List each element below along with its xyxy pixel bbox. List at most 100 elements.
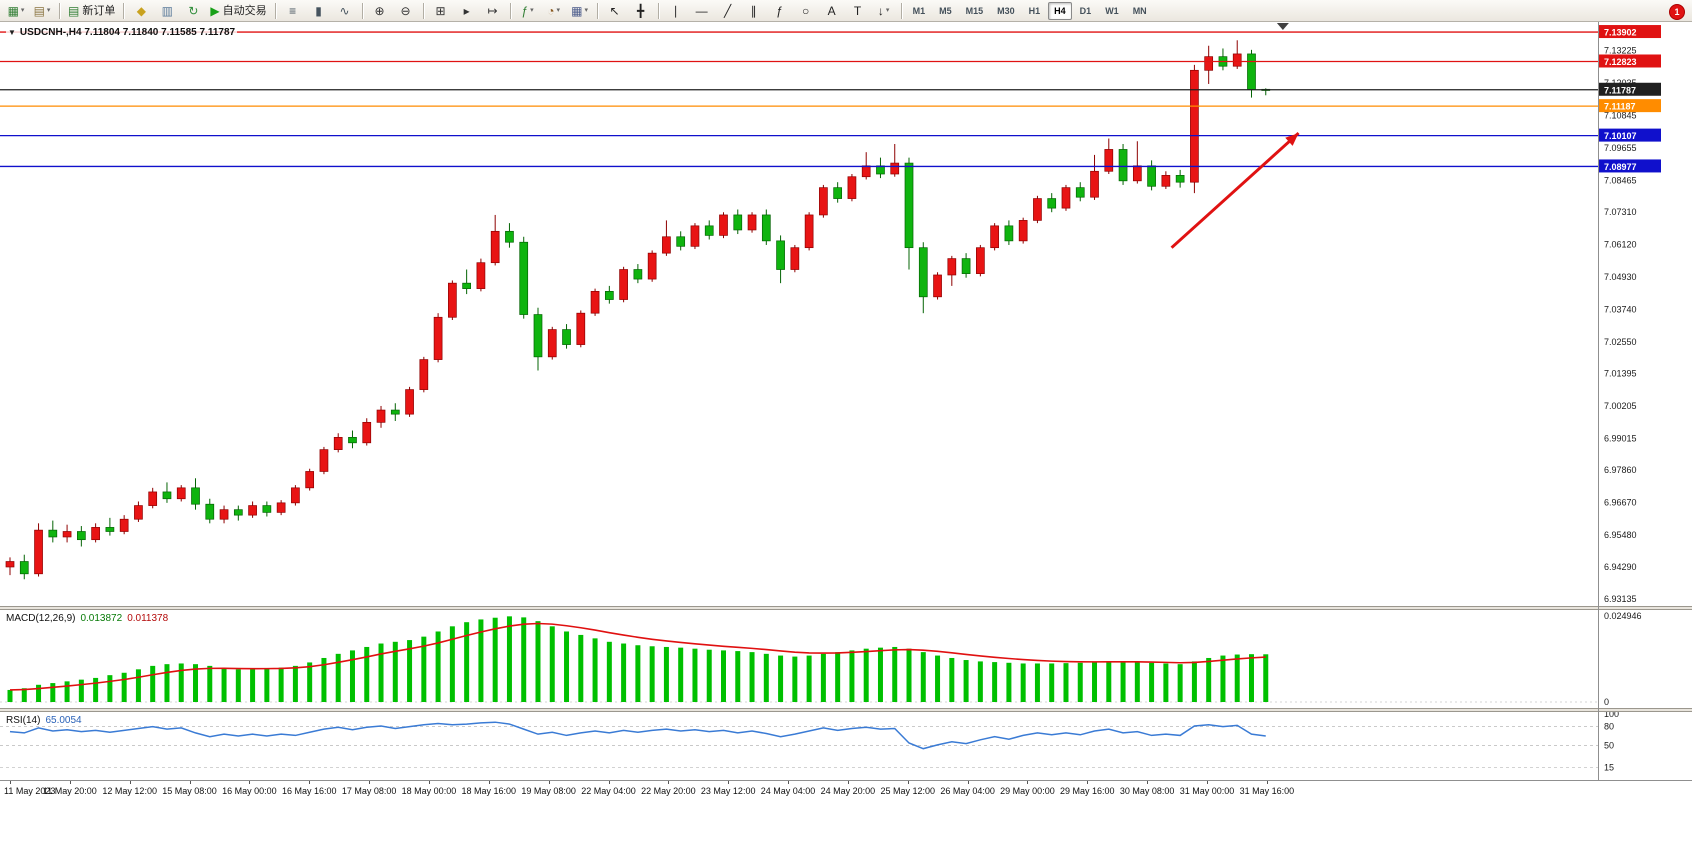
line-chart-button[interactable]: ∿ <box>333 1 357 21</box>
profiles-dropdown-icon[interactable]: ▾ <box>46 6 51 14</box>
indicators-button[interactable]: ƒ ▾ <box>516 1 540 21</box>
templates-button[interactable]: ▦ ▾ <box>568 1 592 21</box>
refresh-button[interactable]: ↻ <box>181 1 205 21</box>
svg-text:7.03740: 7.03740 <box>1604 304 1637 314</box>
shapes-icon: ○ <box>801 3 810 18</box>
periods-icon: ◔ <box>547 3 555 18</box>
time-tick <box>1027 781 1029 784</box>
toolbar-separator <box>422 2 424 19</box>
candles-layer <box>5 40 1271 580</box>
timeframe-m5-button[interactable]: M5 <box>939 5 952 16</box>
chart-shift-marker[interactable] <box>1276 23 1289 30</box>
toolbar-separator <box>274 2 276 19</box>
time-label: 29 May 00:00 <box>1000 786 1055 796</box>
time-label: 16 May 16:00 <box>281 786 337 796</box>
new-chart-button[interactable]: ▦ ▾ <box>4 1 28 21</box>
time-label: 22 May 04:00 <box>581 786 636 796</box>
resistance-line-1-tag <box>1599 25 1661 39</box>
macd-canvas[interactable]: 0.024946 0 <box>0 610 1692 708</box>
horizontal-line-icon: ― <box>695 3 708 18</box>
time-label: 29 May 16:00 <box>1060 786 1115 796</box>
bar-chart-button[interactable]: ≡ <box>281 1 305 21</box>
new-chart-dropdown-icon[interactable]: ▾ <box>20 6 25 14</box>
main-chart-panel: 7.132257.120357.108457.096557.084657.073… <box>0 22 1692 606</box>
svg-text:7.02550: 7.02550 <box>1604 337 1637 347</box>
chart-menu-icon[interactable]: ▼ <box>8 28 16 37</box>
zoom-in-button[interactable]: ⊕ <box>368 1 392 21</box>
chart-shift-button[interactable]: ↦ <box>481 1 505 21</box>
new-chart-icon: ▦ <box>7 3 19 18</box>
macd-name: MACD(12,26,9) <box>6 613 76 624</box>
arrows-dropdown-icon[interactable]: ▾ <box>885 6 890 14</box>
timeframe-m30-button[interactable]: M30 <box>997 5 1015 16</box>
label-button[interactable]: T <box>846 1 870 21</box>
periods-button[interactable]: ◔ ▾ <box>542 1 566 21</box>
timeframe-m15-button[interactable]: M15 <box>965 5 984 16</box>
time-label: 30 May 08:00 <box>1119 786 1175 796</box>
timeframe-m1-button[interactable]: M1 <box>912 5 926 16</box>
fibonacci-button[interactable]: ƒ <box>768 1 792 21</box>
horizontal-line-button[interactable]: ― <box>690 1 714 21</box>
time-label: 24 May 04:00 <box>760 786 816 796</box>
autotrade-button[interactable]: ▶ 自动交易 <box>207 1 269 21</box>
time-tick <box>847 781 849 784</box>
svg-text:0: 0 <box>1604 697 1609 707</box>
support-line-blue-2-tag <box>1599 159 1661 173</box>
timeframe-h4-button[interactable]: H4 <box>1048 1 1072 20</box>
svg-text:7.09655: 7.09655 <box>1604 143 1637 153</box>
data-window-button[interactable]: ▥ <box>155 1 179 21</box>
timeframe-d1-button[interactable]: D1 <box>1079 5 1092 16</box>
profiles-button[interactable]: ▤ ▾ <box>30 1 54 21</box>
crosshair-button[interactable]: ╋ <box>629 1 653 21</box>
notification-badge[interactable]: 1 <box>1669 4 1685 20</box>
zoom-out-button[interactable]: ⊖ <box>394 1 418 21</box>
time-label: 22 May 20:00 <box>641 786 696 796</box>
timeframe-h1-button[interactable]: H1 <box>1028 5 1041 16</box>
time-tick <box>129 781 131 784</box>
splitter-rsi[interactable] <box>0 708 1692 712</box>
time-label: 11 May 2023 <box>4 786 56 796</box>
time-axis[interactable]: 11 May 2023 11 May 20:00 12 May 12:00 15 Ma… <box>0 780 1692 800</box>
cursor-button[interactable]: ↖ <box>603 1 627 21</box>
trend-arrow[interactable] <box>1170 131 1300 249</box>
macd-signal-line <box>9 622 1266 691</box>
market-watch-button[interactable]: ◆ <box>129 1 153 21</box>
indicators-icon: ƒ <box>521 3 529 18</box>
main-chart-canvas[interactable]: 7.132257.120357.108457.096557.084657.073… <box>0 22 1692 606</box>
rsi-canvas[interactable]: 100 80 50 15 <box>0 712 1692 780</box>
svg-text:6.96670: 6.96670 <box>1604 497 1637 507</box>
text-button[interactable]: A <box>820 1 844 21</box>
shapes-button[interactable]: ○ <box>794 1 818 21</box>
chart-title: ▼ USDCNH-,H4 7.11804 7.11840 7.11585 7.1… <box>6 27 238 38</box>
time-tick <box>967 781 969 784</box>
trendline-button[interactable]: ╱ <box>716 1 740 21</box>
tile-windows-button[interactable]: ⊞ <box>429 1 453 21</box>
fibonacci-icon: ƒ <box>776 3 783 18</box>
templates-dropdown-icon[interactable]: ▾ <box>584 6 588 14</box>
toolbar-separator <box>900 2 902 19</box>
timeframe-w1-button[interactable]: W1 <box>1105 5 1119 16</box>
time-label: 31 May 00:00 <box>1179 786 1235 796</box>
candlestick-button[interactable]: ▮ <box>307 1 331 21</box>
arrows-button[interactable]: ↓ ▾ <box>872 1 896 21</box>
rsi-label: RSI(14) 65.0054 <box>6 715 82 726</box>
data-window-icon: ▥ <box>161 3 174 18</box>
splitter-macd[interactable] <box>0 606 1692 610</box>
toolbar-separator <box>509 2 511 19</box>
time-label: 24 May 20:00 <box>820 786 876 796</box>
svg-text:7.04930: 7.04930 <box>1604 272 1637 282</box>
indicators-dropdown-icon[interactable]: ▾ <box>530 6 534 14</box>
periods-dropdown-icon[interactable]: ▾ <box>556 6 560 14</box>
svg-text:7.00205: 7.00205 <box>1604 401 1637 411</box>
time-label: 16 May 00:00 <box>222 786 277 796</box>
zoom-in-icon: ⊕ <box>374 3 385 18</box>
new-order-button[interactable]: ▤ 新订单 <box>65 1 118 21</box>
svg-text:80: 80 <box>1604 722 1614 732</box>
time-label: 31 May 16:00 <box>1239 786 1295 796</box>
vertical-line-button[interactable]: ∣ <box>664 1 688 21</box>
auto-scroll-button[interactable]: ▸ <box>455 1 479 21</box>
timeframe-mn-button[interactable]: MN <box>1132 5 1147 16</box>
svg-text:6.97860: 6.97860 <box>1604 465 1637 475</box>
channel-button[interactable]: ∥ <box>742 1 766 21</box>
